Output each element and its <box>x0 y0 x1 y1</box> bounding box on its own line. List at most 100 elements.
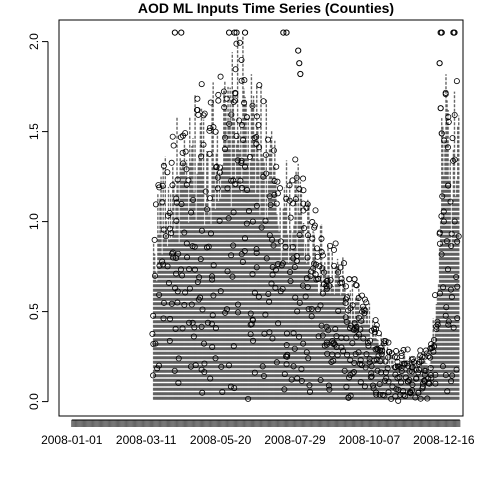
data-point-435 <box>357 379 364 386</box>
data-point-174 <box>233 40 240 47</box>
data-point-132 <box>213 163 220 170</box>
data-point-149 <box>222 134 229 141</box>
data-point-555 <box>415 389 422 396</box>
data-point-628 <box>448 294 455 301</box>
data-point-332 <box>311 222 318 229</box>
data-point-525 <box>398 350 405 357</box>
data-point-147 <box>223 95 230 102</box>
data-point-138 <box>216 164 223 171</box>
data-point-245 <box>270 242 277 249</box>
data-point-465 <box>371 329 378 336</box>
data-point-77 <box>188 209 195 216</box>
data-point-4 <box>150 340 157 347</box>
data-point-577 <box>424 395 431 402</box>
data-point-182 <box>238 77 245 84</box>
data-point-519 <box>398 379 405 386</box>
data-point-37 <box>169 133 176 140</box>
data-point-575 <box>421 371 428 378</box>
data-point-217 <box>253 264 260 271</box>
data-point-230 <box>262 217 269 224</box>
data-point-638 <box>453 273 460 280</box>
data-point-179 <box>238 157 245 164</box>
data-point-163 <box>230 242 237 249</box>
data-point-71 <box>184 254 191 261</box>
data-point-228 <box>262 311 269 318</box>
data-point-25 <box>165 279 172 286</box>
data-point-140 <box>216 169 223 176</box>
outlier-point-0 <box>171 29 178 36</box>
data-point-607 <box>441 137 448 144</box>
data-point-205 <box>247 331 254 338</box>
data-point-135 <box>214 174 221 181</box>
data-point-256 <box>273 359 280 366</box>
data-point-303 <box>300 340 307 347</box>
data-point-141 <box>219 388 226 395</box>
data-point-556 <box>413 375 420 382</box>
data-point-222 <box>255 122 262 129</box>
data-point-104 <box>200 112 207 119</box>
data-point-56 <box>177 266 184 273</box>
data-point-624 <box>444 144 451 151</box>
data-point-118 <box>206 124 213 131</box>
data-point-101 <box>198 227 205 234</box>
y-tick-label-1: 0.5 <box>27 303 41 320</box>
data-point-549 <box>409 381 416 388</box>
data-point-254 <box>274 178 281 185</box>
data-point-500 <box>385 354 392 361</box>
data-point-247 <box>269 236 276 243</box>
data-point-346 <box>319 332 326 339</box>
data-point-374 <box>330 339 337 346</box>
data-point-236 <box>266 232 273 239</box>
data-point-244 <box>269 271 276 278</box>
outlier-point-9 <box>438 29 445 36</box>
data-point-271 <box>283 330 290 337</box>
data-point-642 <box>455 233 462 240</box>
data-point-42 <box>172 325 179 332</box>
data-point-373 <box>330 357 337 364</box>
data-point-162 <box>230 99 237 106</box>
data-point-63 <box>181 301 188 308</box>
data-point-64 <box>182 148 189 155</box>
data-point-117 <box>207 230 214 237</box>
data-point-542 <box>409 368 416 375</box>
data-point-212 <box>253 113 260 120</box>
data-point-386 <box>337 264 344 271</box>
data-point-472 <box>373 322 380 329</box>
data-point-484 <box>377 344 384 351</box>
outlier-point-1 <box>178 29 185 36</box>
data-point-276 <box>286 182 293 189</box>
data-point-431 <box>357 326 364 333</box>
data-point-501 <box>385 378 392 385</box>
data-point-148 <box>221 146 228 153</box>
data-point-313 <box>303 349 310 356</box>
data-point-383 <box>334 352 341 359</box>
data-point-295 <box>293 174 300 181</box>
data-point-35 <box>169 182 176 189</box>
data-point-610 <box>440 208 447 215</box>
data-point-237 <box>266 298 273 305</box>
data-point-441 <box>359 292 366 299</box>
data-point-95 <box>197 294 204 301</box>
data-point-571 <box>419 383 426 390</box>
data-point-213 <box>251 289 258 296</box>
data-point-39 <box>170 254 177 261</box>
data-point-58 <box>179 160 186 167</box>
data-point-530 <box>400 388 407 395</box>
data-point-290 <box>291 264 298 271</box>
data-point-108 <box>202 188 209 195</box>
data-point-83 <box>191 266 198 273</box>
data-point-321 <box>305 305 312 312</box>
data-point-121 <box>209 273 216 280</box>
data-point-130 <box>212 128 219 135</box>
data-point-114 <box>206 127 213 134</box>
data-point-312 <box>303 204 310 211</box>
data-point-27 <box>166 337 173 344</box>
data-point-351 <box>318 249 325 256</box>
data-point-438 <box>360 335 367 342</box>
data-point-23 <box>164 169 171 176</box>
data-point-526 <box>400 347 407 354</box>
data-point-466 <box>373 325 380 332</box>
data-point-252 <box>272 284 279 291</box>
y-axis: 0.0 0.5 1.0 1.5 2.0 <box>27 33 49 410</box>
